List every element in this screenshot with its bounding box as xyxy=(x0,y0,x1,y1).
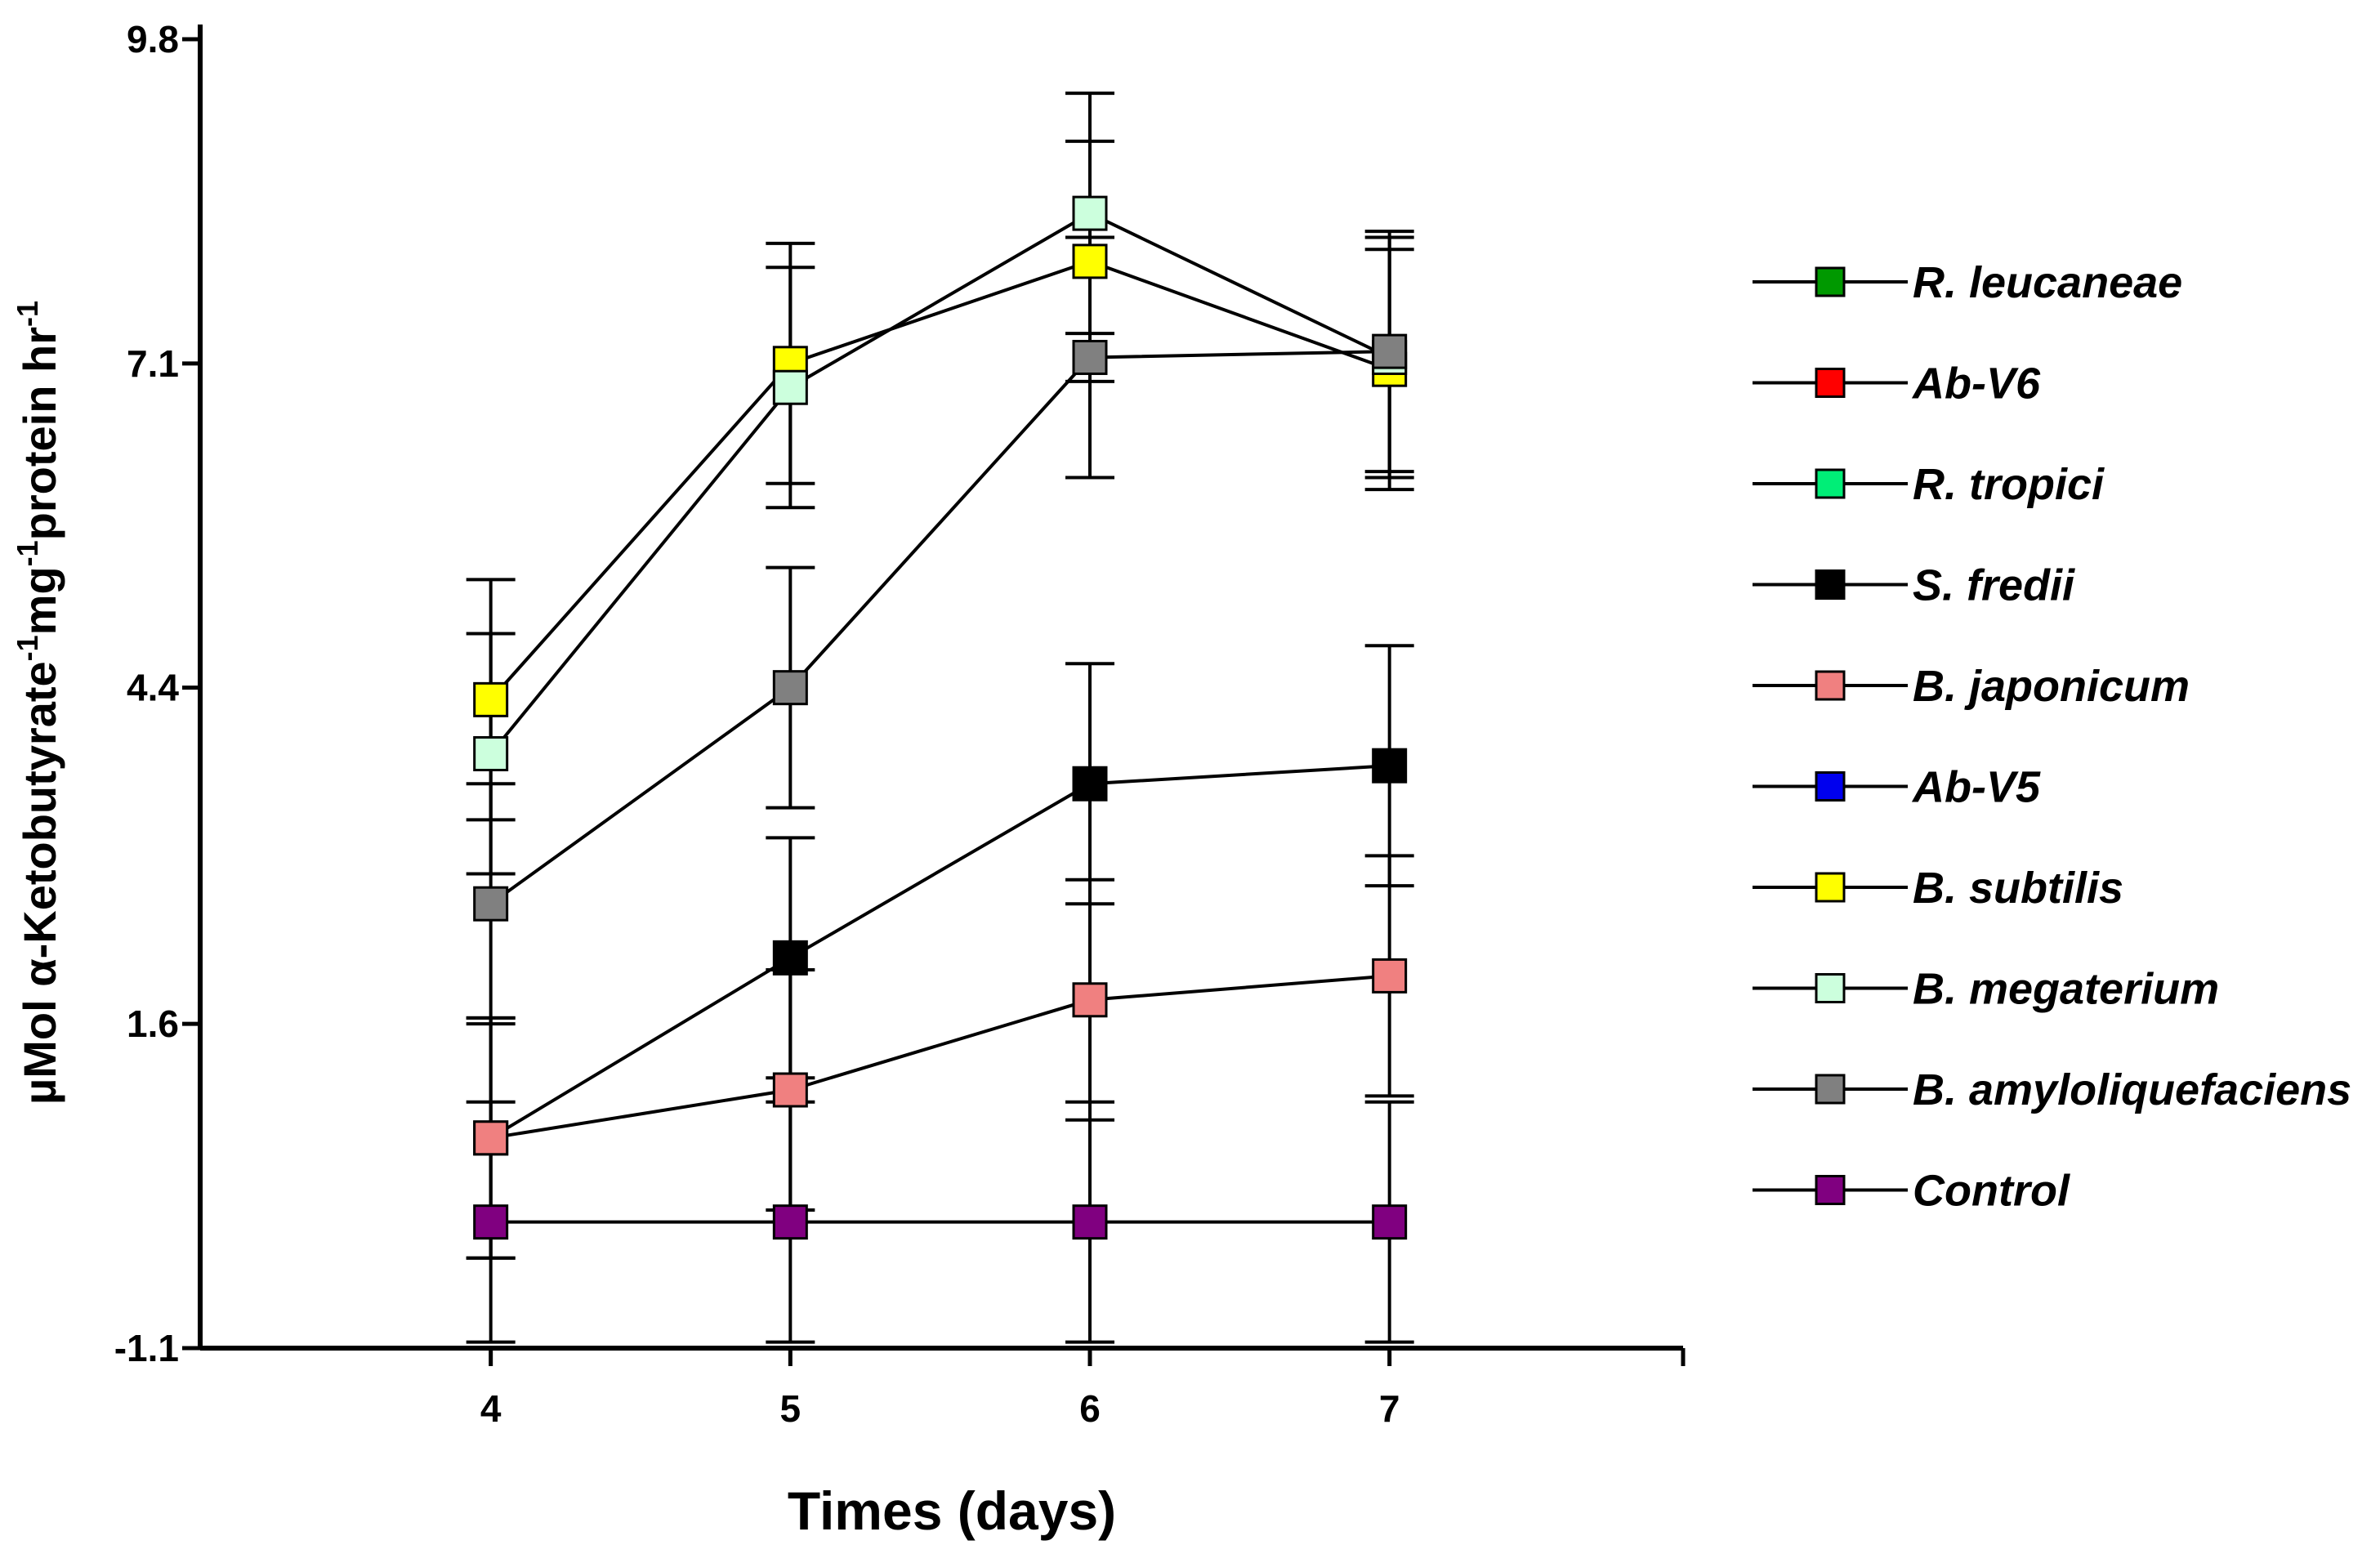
legend-item-control: Control xyxy=(1753,1167,2070,1216)
data-point xyxy=(1072,982,1108,1018)
y-axis-title-sup-3: -1 xyxy=(11,301,44,327)
data-point xyxy=(772,940,808,976)
legend-item-ab-v6: Ab-V6 xyxy=(1753,359,2041,409)
series-markers-b-amyloliquefaciens xyxy=(473,333,1408,922)
x-tick-label: 4 xyxy=(480,1387,502,1430)
axes xyxy=(198,25,1683,1351)
data-point xyxy=(473,1204,509,1240)
data-point xyxy=(772,369,808,405)
legend-label: B. amyloliquefaciens xyxy=(1913,1065,2351,1114)
data-point xyxy=(1372,748,1408,784)
x-tick-label: 5 xyxy=(780,1387,802,1430)
legend-marker xyxy=(1815,266,1846,297)
x-axis-title: Times (days) xyxy=(788,1480,1116,1541)
legend-item-b-amyloliquefaciens: B. amyloliquefaciens xyxy=(1753,1065,2351,1114)
series-line-b-megaterium xyxy=(489,211,1391,755)
data-point xyxy=(1372,958,1408,994)
series-line-s-fredii xyxy=(489,764,1390,1140)
data-point xyxy=(473,1120,509,1156)
legend-marker xyxy=(1815,569,1846,600)
plot-area xyxy=(466,92,1414,1344)
legend-label: B. subtilis xyxy=(1913,864,2123,913)
series-markers-b-megaterium xyxy=(473,195,1408,771)
series-markers-control xyxy=(473,1204,1408,1240)
legend-label: B. megaterium xyxy=(1913,965,2219,1014)
y-axis-title-sup-1: -1 xyxy=(11,635,44,661)
data-point xyxy=(1372,333,1408,369)
y-tick-label: 4.4 xyxy=(127,667,179,709)
y-tick-label: 1.6 xyxy=(127,1003,179,1045)
x-tick-label: 6 xyxy=(1079,1387,1101,1430)
y-tick-label: 7.1 xyxy=(127,342,179,385)
y-ticks: -1.1 1.6 4.4 7.1 9.8 xyxy=(114,18,200,1369)
legend-item-b-megaterium: B. megaterium xyxy=(1753,965,2219,1014)
legend-item-r-leucaneae: R. leucaneae xyxy=(1753,258,2182,307)
y-axis-title-sup-2: -1 xyxy=(11,540,44,566)
series-markers-b-japonicum xyxy=(473,958,1408,1156)
legend-label: R. tropici xyxy=(1913,460,2105,509)
series-errorbars-b-subtilis xyxy=(466,139,1414,822)
legend-item-r-tropici: R. tropici xyxy=(1753,460,2105,509)
data-point xyxy=(1072,243,1108,279)
series-line-b-subtilis xyxy=(489,259,1391,701)
x-tick-label: 7 xyxy=(1379,1387,1400,1430)
series-markers-s-fredii xyxy=(473,748,1408,1156)
legend-item-s-fredii: S. fredii xyxy=(1753,561,2075,610)
series-errorbars-b-amyloliquefaciens xyxy=(466,230,1414,1026)
legend-label: R. leucaneae xyxy=(1913,258,2182,307)
data-point xyxy=(772,1204,808,1240)
series-errorbars-s-fredii xyxy=(466,644,1414,1260)
legend-item-b-japonicum: B. japonicum xyxy=(1753,662,2190,711)
data-point xyxy=(1072,1204,1108,1240)
legend-marker xyxy=(1815,1074,1846,1105)
data-point xyxy=(1072,766,1108,802)
y-tick-label: -1.1 xyxy=(114,1327,179,1369)
y-axis-title: µMol α-Ketobutyrate-1mg-1protein hr-1 xyxy=(11,301,65,1105)
series-line-b-japonicum xyxy=(490,974,1390,1140)
legend-marker xyxy=(1815,468,1846,499)
data-point xyxy=(473,681,509,717)
legend-item-b-subtilis: B. subtilis xyxy=(1753,864,2123,913)
data-point xyxy=(772,670,808,706)
y-axis-title-unit-protein: protein hr xyxy=(14,327,65,540)
data-point xyxy=(1372,1204,1408,1240)
series-line-b-amyloliquefaciens xyxy=(489,350,1390,905)
y-axis-title-unit-mg: mg xyxy=(14,566,65,635)
legend-marker xyxy=(1815,771,1846,802)
legend-label: Ab-V5 xyxy=(1911,763,2041,812)
data-point xyxy=(1072,195,1108,231)
legend-marker xyxy=(1815,973,1846,1003)
data-point xyxy=(473,886,509,922)
data-point xyxy=(1072,339,1108,375)
data-point xyxy=(772,1072,808,1108)
legend: R. leucaneae Ab-V6 R. tropici S. fredii B. j… xyxy=(1753,258,2351,1216)
legend-label: B. japonicum xyxy=(1913,662,2190,711)
series-errorbars-b-megaterium xyxy=(466,92,1414,876)
legend-label: S. fredii xyxy=(1913,561,2075,610)
series-errorbars-b-japonicum xyxy=(466,854,1414,1260)
series-markers-b-subtilis xyxy=(473,243,1408,717)
legend-label: Ab-V6 xyxy=(1911,359,2041,409)
data-point xyxy=(473,735,509,771)
legend-label: Control xyxy=(1913,1167,2070,1216)
y-axis-title-main: µMol α-Ketobutyrate xyxy=(14,661,65,1105)
legend-marker xyxy=(1815,1175,1846,1205)
x-ticks: 4 5 6 7 xyxy=(480,1348,1686,1430)
legend-marker xyxy=(1815,368,1846,398)
legend-item-ab-v5: Ab-V5 xyxy=(1753,763,2041,812)
legend-marker xyxy=(1815,670,1846,701)
legend-marker xyxy=(1815,872,1846,903)
y-tick-label: 9.8 xyxy=(127,18,179,60)
